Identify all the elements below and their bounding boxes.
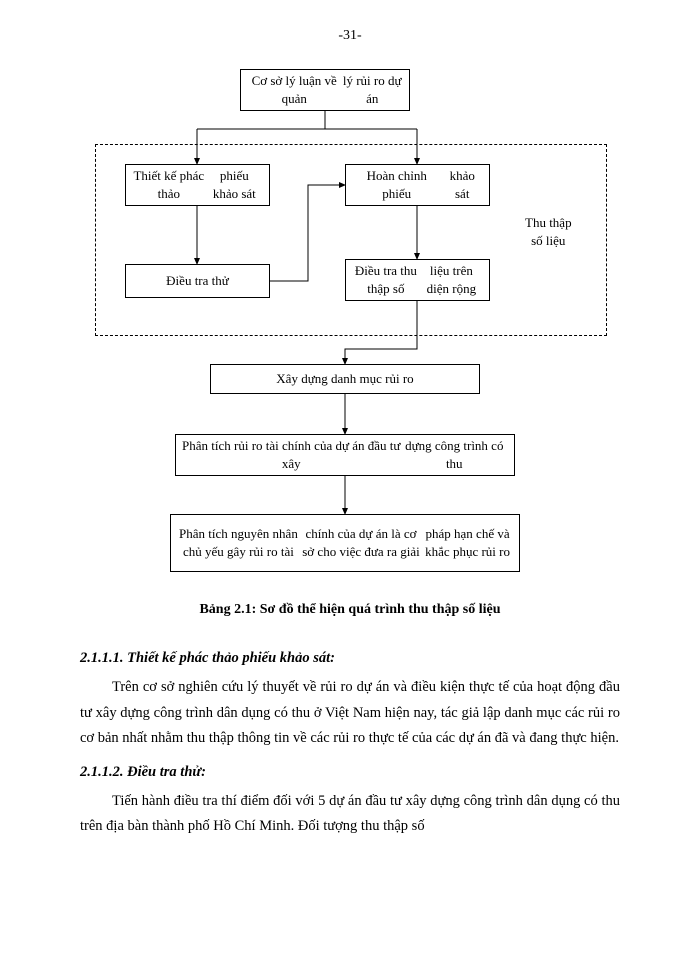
flow-node-n8: Phân tích nguyên nhân chủ yếu gây rủi ro… xyxy=(170,514,520,572)
group-label: Thu thập số liệu xyxy=(525,214,572,249)
flow-node-n3: Hoàn chỉnh phiếukhảo sát xyxy=(345,164,490,206)
figure-caption: Bảng 2.1: Sơ đồ thể hiện quá trình thu t… xyxy=(0,602,700,618)
flow-node-n5: Điều tra thu thập sốliệu trên diện rộng xyxy=(345,259,490,301)
group-label-line1: Thu thập xyxy=(525,215,572,230)
heading-2-1-1-1: 2.1.1.1. Thiết kế phác thảo phiếu khảo s… xyxy=(80,646,620,671)
flowchart-container: Thu thập số liệu Cơ sở lý luận về quảnlý… xyxy=(70,54,630,594)
flow-node-n4: Điều tra thử xyxy=(125,264,270,298)
flow-node-n1: Cơ sở lý luận về quảnlý rủi ro dự án xyxy=(240,69,410,111)
body-text: 2.1.1.1. Thiết kế phác thảo phiếu khảo s… xyxy=(80,646,620,840)
page-number: -31- xyxy=(0,0,700,44)
flow-node-n7: Phân tích rủi ro tài chính của dự án đầu… xyxy=(175,434,515,476)
paragraph-2-1-1-1: Trên cơ sở nghiên cứu lý thuyết về rủi r… xyxy=(80,675,620,751)
flow-node-n2: Thiết kế phác thảophiếu khảo sát xyxy=(125,164,270,206)
group-label-line2: số liệu xyxy=(531,233,565,248)
paragraph-2-1-1-2: Tiến hành điều tra thí điểm đối với 5 dự… xyxy=(80,789,620,840)
flow-node-n6: Xây dựng danh mục rủi ro xyxy=(210,364,480,394)
heading-2-1-1-2: 2.1.1.2. Điều tra thử: xyxy=(80,760,620,785)
